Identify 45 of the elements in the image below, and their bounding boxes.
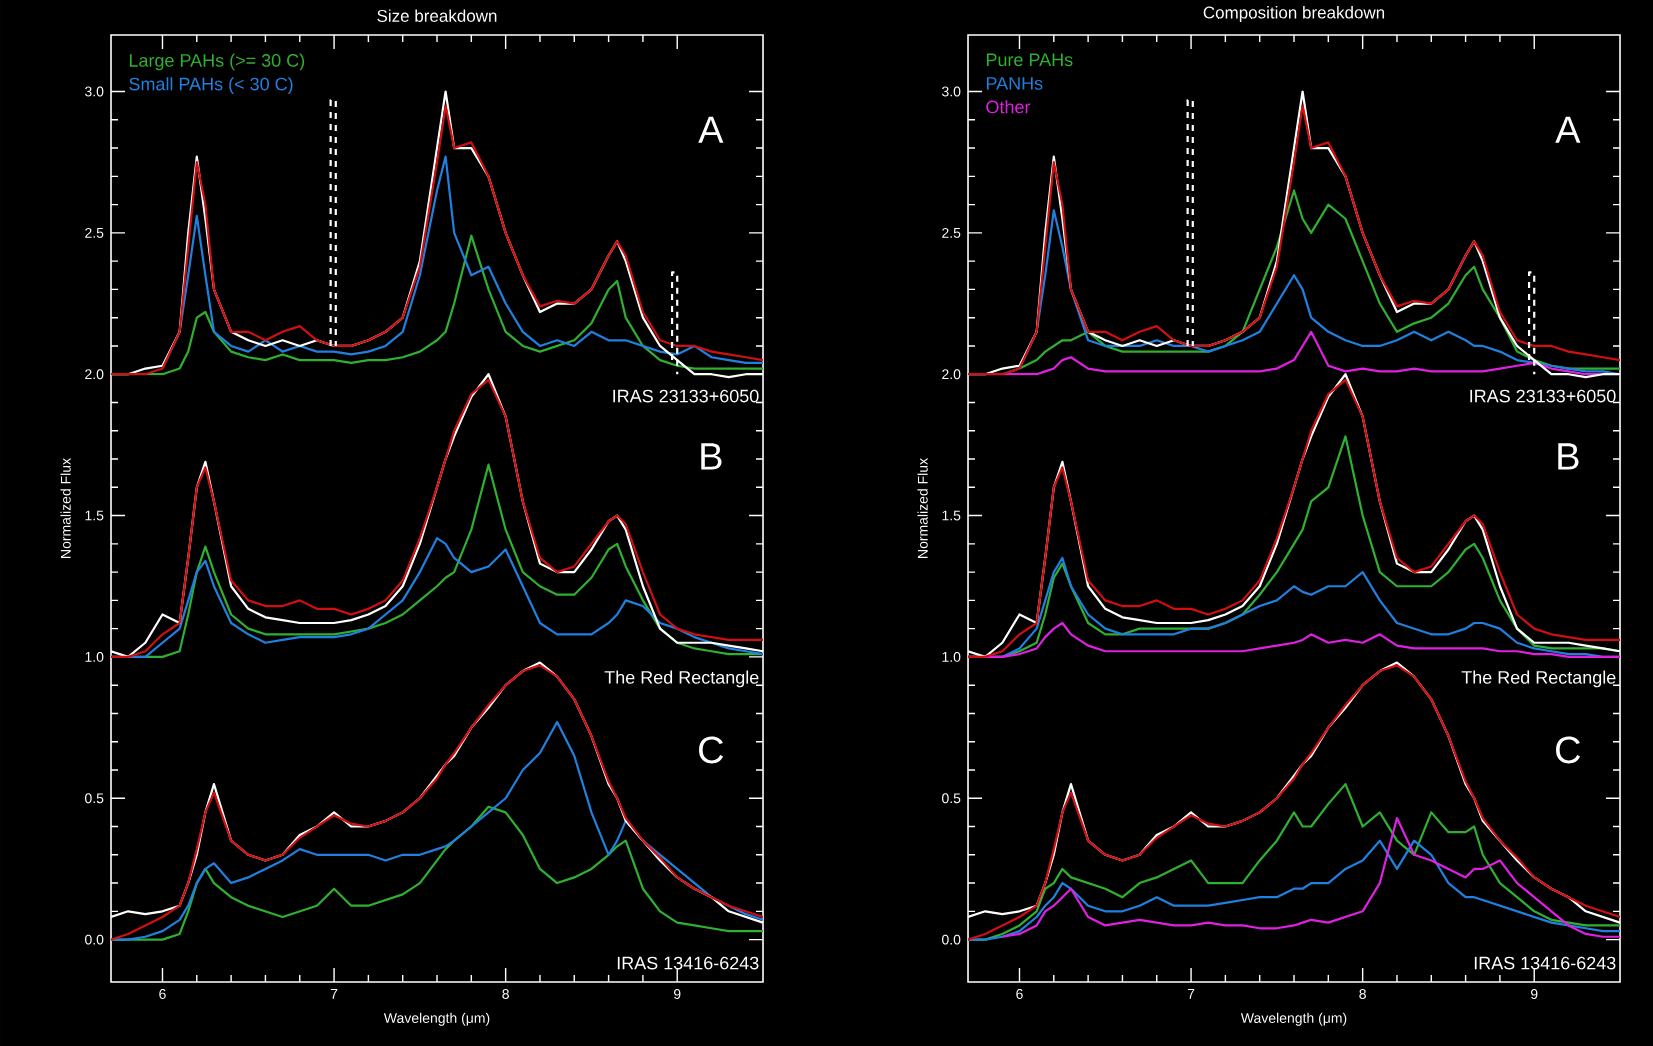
x-tick-label: 7 <box>330 989 338 999</box>
y-tick-label: 2.5 <box>942 227 961 238</box>
y-tick-label: 1.5 <box>942 510 961 521</box>
x-tick-label: 9 <box>673 989 681 999</box>
y-tick-label: 3.0 <box>942 86 961 97</box>
chart-title: Composition breakdown <box>1203 6 1385 22</box>
x-tick-label: 9 <box>1530 989 1538 999</box>
text: PANHs <box>986 77 1043 90</box>
x-tick-label: 7 <box>1187 989 1195 999</box>
y-tick-label: 3.0 <box>85 86 104 97</box>
y-tick-label: 1.0 <box>942 651 961 662</box>
y-axis-title: Normalized Flux <box>917 458 928 558</box>
text: Small PAHs (< 30 C) <box>129 77 293 94</box>
y-tick-label: 0.5 <box>942 793 961 804</box>
annotation: IRAS 13416-6243 <box>617 956 759 970</box>
x-tick-label: 8 <box>502 989 509 999</box>
y-tick-label: 1.5 <box>85 510 104 521</box>
y-tick-label: 2.0 <box>85 369 104 380</box>
y-tick-label: 0.0 <box>85 934 104 945</box>
annotation: B <box>1558 443 1579 470</box>
x-tick-label: 6 <box>1016 989 1023 999</box>
chart-title: Size breakdown <box>377 9 497 22</box>
x-axis-title: Wavelength (μm) <box>1240 1012 1347 1026</box>
annotation: The Red Rectangle <box>1461 670 1616 688</box>
text: Pure PAHs <box>986 53 1073 67</box>
annotation: C <box>1556 736 1581 764</box>
annotation: IRAS 23133+6050 <box>1470 389 1616 403</box>
annotation: A <box>698 116 724 143</box>
y-tick-label: 2.0 <box>942 369 961 380</box>
annotation: The Red Rectangle <box>604 670 759 688</box>
y-tick-label: 2.5 <box>85 227 104 238</box>
y-tick-label: 1.0 <box>85 651 104 662</box>
annotation: IRAS 13416-6243 <box>1474 956 1616 970</box>
y-axis-title: Normalized Flux <box>60 458 71 558</box>
y-tick-label: 0.0 <box>942 934 961 945</box>
annotation: IRAS 23133+6050 <box>613 389 759 403</box>
annotation: B <box>701 443 722 470</box>
x-tick-label: 8 <box>1359 989 1366 999</box>
annotation: A <box>1555 116 1581 143</box>
text: Large PAHs (>= 30 C) <box>129 53 305 71</box>
text: Other <box>986 100 1031 114</box>
x-axis-title: Wavelength (μm) <box>383 1012 490 1026</box>
y-tick-label: 0.5 <box>85 793 104 804</box>
annotation: C <box>699 736 724 764</box>
x-tick-label: 6 <box>159 989 166 999</box>
